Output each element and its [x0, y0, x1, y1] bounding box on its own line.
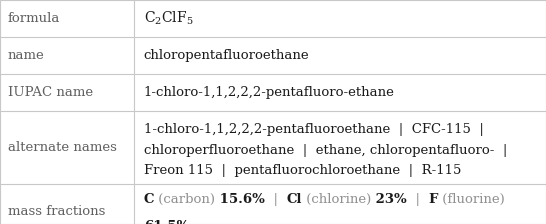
Text: 1-chloro-1,1,2,2,2-pentafluoroethane  |  CFC-115  |: 1-chloro-1,1,2,2,2-pentafluoroethane | C… [144, 123, 484, 136]
Text: chloroperfluoroethane  |  ethane, chloropentafluoro-  |: chloroperfluoroethane | ethane, chlorope… [144, 144, 507, 157]
Text: alternate names: alternate names [8, 141, 117, 154]
Text: IUPAC name: IUPAC name [8, 86, 93, 99]
Text: mass fractions: mass fractions [8, 205, 105, 218]
Text: chloropentafluoroethane: chloropentafluoroethane [144, 49, 310, 62]
Text: C: C [144, 193, 155, 206]
Text: $\mathregular{C_2ClF_5}$: $\mathregular{C_2ClF_5}$ [144, 10, 193, 27]
Text: Cl: Cl [287, 193, 302, 206]
Text: |: | [265, 193, 287, 206]
Text: (carbon): (carbon) [155, 193, 215, 206]
Text: formula: formula [8, 12, 61, 25]
Text: name: name [8, 49, 45, 62]
Text: F: F [429, 193, 438, 206]
Text: (chlorine): (chlorine) [302, 193, 371, 206]
Text: (fluorine): (fluorine) [438, 193, 505, 206]
Text: 23%: 23% [371, 193, 407, 206]
Text: 15.6%: 15.6% [215, 193, 265, 206]
Text: 61.5%: 61.5% [144, 220, 189, 224]
Text: Freon 115  |  pentafluorochloroethane  |  R-115: Freon 115 | pentafluorochloroethane | R-… [144, 164, 461, 177]
Text: 1-chloro-1,1,2,2,2-pentafluoro-ethane: 1-chloro-1,1,2,2,2-pentafluoro-ethane [144, 86, 395, 99]
Text: |: | [407, 193, 429, 206]
